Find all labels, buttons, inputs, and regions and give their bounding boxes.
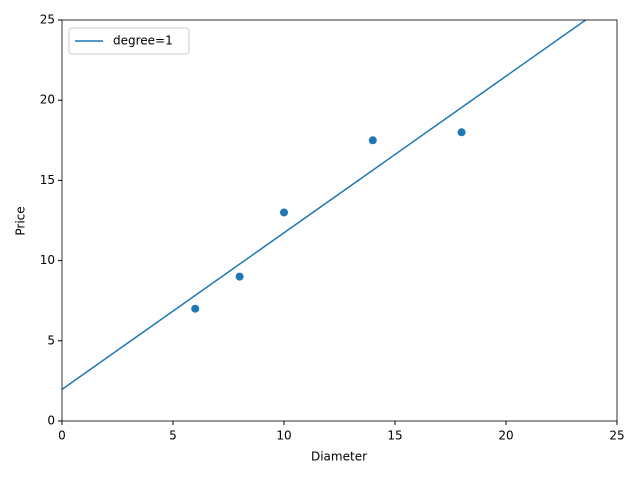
y-tick-label: 20	[40, 93, 55, 107]
x-axis-label: Diameter	[311, 450, 367, 464]
x-tick-label: 20	[498, 429, 513, 443]
data-point	[368, 136, 377, 145]
data-point	[235, 272, 244, 281]
plot-frame	[61, 19, 618, 422]
x-tick-label: 15	[387, 429, 402, 443]
y-tick-label: 25	[40, 13, 55, 27]
plot-area	[62, 20, 587, 391]
data-point	[457, 128, 466, 137]
x-tick-label: 0	[58, 429, 66, 443]
y-tick-label: 10	[40, 253, 55, 267]
y-tick-label: 5	[47, 333, 55, 347]
y-tick-label: 15	[40, 173, 55, 187]
y-axis-label: Price	[14, 206, 28, 235]
fit-line	[62, 20, 587, 391]
legend-box	[68, 27, 190, 55]
x-tick-label: 10	[276, 429, 291, 443]
x-tick-label: 5	[169, 429, 177, 443]
data-point	[191, 304, 200, 313]
data-point	[280, 208, 288, 217]
legend-label: degree=1	[113, 34, 173, 48]
y-tick-label: 0	[47, 414, 55, 428]
x-tick-label: 25	[609, 429, 624, 443]
